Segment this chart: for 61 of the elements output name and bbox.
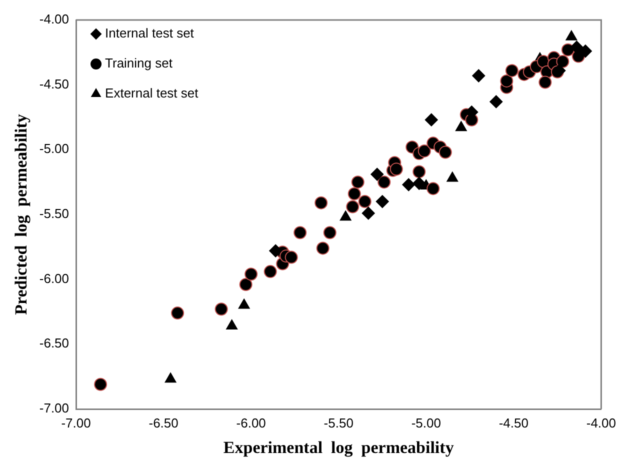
point: [412, 176, 426, 190]
point: [472, 69, 486, 82]
y-tick-label: -4.50: [39, 76, 70, 92]
point: [362, 206, 375, 220]
point: [284, 250, 298, 264]
y-tick-label: -5.00: [39, 141, 70, 156]
y-tick-label: -6.00: [39, 270, 70, 286]
x-tick-label: -6.50: [148, 415, 178, 430]
legend-label: External test set: [105, 86, 199, 101]
point: [314, 196, 328, 210]
point: [94, 378, 108, 391]
point: [455, 121, 467, 132]
point: [214, 302, 228, 316]
point: [412, 165, 426, 178]
point: [269, 244, 282, 258]
point: [570, 40, 584, 54]
point: [358, 195, 372, 208]
point: [426, 182, 440, 196]
point: [340, 210, 352, 221]
point: [164, 372, 176, 383]
x-tick-label: -6.00: [236, 415, 266, 430]
point: [316, 242, 330, 255]
y-tick-label: -5.50: [39, 206, 70, 222]
x-tick-label: -4.50: [498, 415, 528, 430]
x-tick-label: -4.00: [586, 415, 616, 430]
point: [538, 76, 552, 89]
x-axis-title: Experimental log permeability: [223, 438, 454, 458]
point: [500, 74, 514, 88]
legend-label: Training set: [105, 56, 173, 71]
point: [351, 176, 364, 189]
point: [294, 226, 307, 240]
point: [370, 168, 384, 181]
point: [424, 113, 438, 126]
point: [418, 144, 431, 158]
point: [226, 320, 238, 330]
point: [244, 268, 258, 281]
point: [376, 195, 389, 208]
x-tick-label: -5.00: [411, 415, 441, 430]
point: [490, 95, 503, 108]
point: [402, 178, 416, 192]
point: [578, 44, 592, 58]
x-tick-label: -5.50: [324, 415, 354, 430]
y-tick-label: -6.50: [39, 336, 70, 351]
y-tick-label: -4.00: [39, 12, 70, 27]
point: [264, 265, 277, 278]
point: [171, 306, 184, 320]
y-axis-title: Predicted log permeability: [12, 114, 31, 315]
point: [438, 146, 452, 159]
point: [390, 162, 403, 176]
legend-label: Internal test set: [105, 26, 194, 41]
point: [323, 226, 336, 240]
point: [346, 200, 360, 214]
point: [505, 64, 518, 78]
point: [238, 298, 250, 309]
y-tick-label: -7.00: [39, 400, 70, 416]
point: [446, 172, 458, 182]
x-tick-label: -7.00: [61, 415, 91, 430]
point: [239, 278, 252, 292]
point: [348, 187, 361, 200]
point: [378, 176, 391, 189]
point: [556, 54, 570, 68]
